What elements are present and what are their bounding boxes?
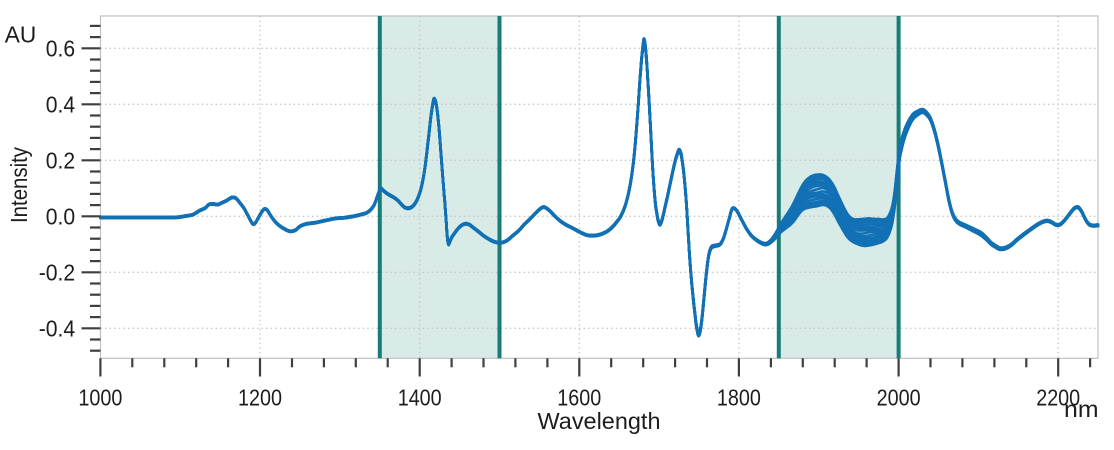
svg-text:1000: 1000	[78, 384, 122, 410]
svg-text:1600: 1600	[557, 384, 601, 410]
svg-text:2200: 2200	[1036, 384, 1080, 410]
svg-text:-0.2: -0.2	[39, 260, 76, 286]
svg-text:0.2: 0.2	[46, 148, 75, 174]
svg-text:Wavelength: Wavelength	[538, 408, 661, 434]
svg-text:-0.4: -0.4	[39, 316, 76, 342]
svg-text:1800: 1800	[717, 384, 761, 410]
svg-text:1400: 1400	[398, 384, 442, 410]
svg-text:nm: nm	[1064, 396, 1099, 422]
svg-text:2000: 2000	[877, 384, 921, 410]
svg-text:1200: 1200	[238, 384, 282, 410]
svg-text:0.4: 0.4	[46, 92, 76, 118]
svg-text:0.0: 0.0	[46, 204, 75, 230]
svg-text:0.6: 0.6	[46, 36, 75, 62]
svg-text:Intensity: Intensity	[6, 147, 32, 223]
svg-text:AU: AU	[5, 21, 37, 47]
